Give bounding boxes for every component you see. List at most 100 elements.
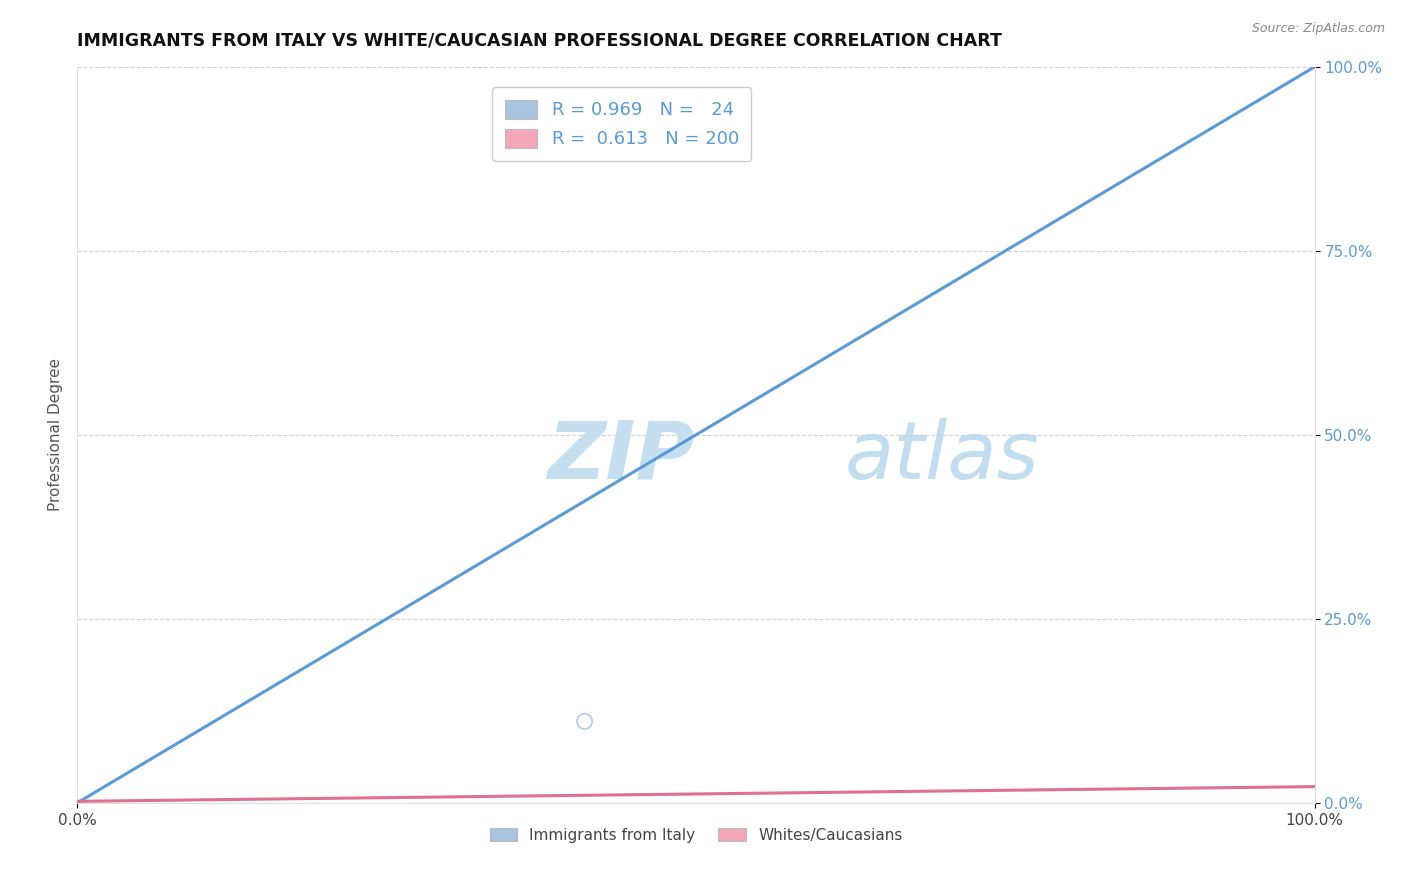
Point [1173, 775, 1195, 789]
Point [973, 778, 995, 792]
Point [1128, 780, 1150, 795]
Point [1147, 780, 1170, 795]
Point [561, 782, 583, 797]
Point [1208, 782, 1230, 797]
Point [97, 789, 120, 803]
Point [1191, 772, 1213, 787]
Point [420, 780, 443, 795]
Point [814, 772, 837, 787]
Point [1077, 781, 1099, 796]
Point [520, 781, 543, 796]
Point [567, 784, 589, 798]
Point [145, 791, 167, 805]
Point [589, 779, 612, 793]
Point [950, 785, 973, 799]
Point [742, 783, 765, 797]
Point [115, 786, 138, 800]
Point [516, 786, 538, 800]
Point [1074, 782, 1097, 797]
Point [1254, 780, 1277, 795]
Point [276, 791, 298, 805]
Point [443, 783, 465, 797]
Point [79, 790, 101, 805]
Point [1084, 781, 1107, 796]
Point [1212, 781, 1234, 796]
Point [741, 775, 763, 789]
Point [782, 780, 804, 795]
Point [627, 786, 650, 800]
Point [1160, 778, 1182, 792]
Point [650, 787, 672, 801]
Point [387, 790, 409, 805]
Point [543, 785, 565, 799]
Point [747, 772, 769, 787]
Point [190, 788, 212, 802]
Point [1227, 781, 1250, 796]
Point [433, 779, 456, 793]
Point [374, 788, 396, 802]
Point [761, 776, 783, 790]
Point [1171, 776, 1194, 790]
Point [146, 791, 169, 805]
Point [617, 786, 640, 800]
Point [381, 789, 404, 804]
Point [1139, 780, 1161, 795]
Point [100, 787, 122, 801]
Point [80, 791, 103, 805]
Point [972, 779, 994, 793]
Point [77, 791, 100, 805]
Point [165, 787, 187, 801]
Point [432, 785, 454, 799]
Point [239, 790, 262, 805]
Point [794, 783, 817, 797]
Point [453, 783, 475, 797]
Point [489, 788, 512, 802]
Point [505, 778, 527, 792]
Point [427, 789, 450, 804]
Point [326, 789, 349, 804]
Point [391, 789, 413, 803]
Point [84, 782, 107, 797]
Point [413, 785, 436, 799]
Point [626, 789, 648, 803]
Point [1289, 776, 1312, 790]
Point [939, 782, 962, 797]
Point [188, 789, 211, 803]
Point [717, 782, 740, 797]
Point [284, 789, 307, 804]
Point [1102, 781, 1125, 796]
Point [990, 785, 1012, 799]
Point [551, 787, 574, 801]
Point [1035, 775, 1057, 789]
Point [796, 780, 818, 794]
Point [569, 783, 592, 797]
Point [349, 790, 371, 805]
Point [111, 790, 134, 805]
Point [128, 785, 150, 799]
Point [254, 791, 277, 805]
Point [72, 793, 94, 807]
Point [461, 781, 484, 796]
Point [477, 786, 499, 800]
Point [862, 776, 884, 790]
Point [1154, 777, 1177, 791]
Point [1278, 776, 1301, 790]
Point [233, 781, 256, 796]
Legend: Immigrants from Italy, Whites/Caucasians: Immigrants from Italy, Whites/Caucasians [482, 820, 910, 850]
Point [70, 792, 93, 806]
Point [433, 775, 456, 789]
Point [731, 787, 754, 801]
Point [1233, 780, 1256, 794]
Point [453, 787, 475, 801]
Point [352, 787, 374, 801]
Point [93, 789, 115, 804]
Point [860, 775, 883, 789]
Point [657, 786, 679, 800]
Text: atlas: atlas [845, 418, 1039, 496]
Point [82, 789, 104, 804]
Point [409, 789, 432, 804]
Point [1101, 780, 1123, 795]
Point [626, 780, 648, 795]
Point [146, 784, 169, 798]
Point [662, 778, 685, 792]
